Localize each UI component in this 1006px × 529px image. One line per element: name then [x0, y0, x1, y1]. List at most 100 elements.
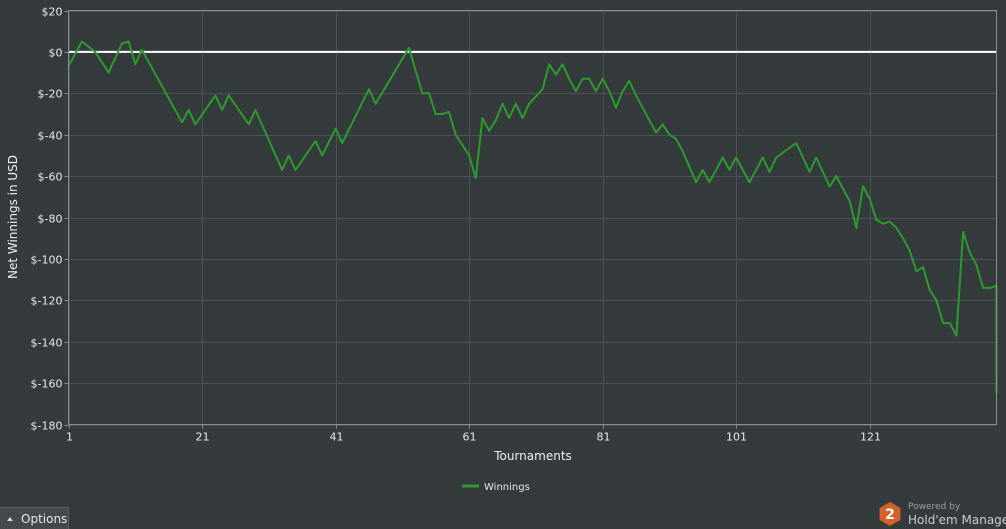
data-point — [281, 169, 283, 171]
series-line-winnings — [67, 40, 998, 394]
data-point — [314, 140, 317, 142]
powered-by-text: Powered by — [908, 501, 961, 512]
data-point — [288, 154, 290, 157]
chart-grid — [68, 10, 997, 426]
series-layer — [67, 40, 998, 395]
data-point — [488, 129, 490, 132]
x-axis-title: Tournaments — [493, 449, 572, 463]
data-point — [548, 63, 550, 66]
legend-label-winnings: Winnings — [484, 482, 530, 493]
plot-area-border — [68, 10, 997, 425]
data-point — [762, 156, 764, 159]
data-point — [681, 150, 684, 153]
data-point — [481, 117, 484, 119]
data-point — [955, 334, 958, 337]
data-point — [254, 109, 257, 111]
data-point — [194, 123, 197, 126]
data-point — [248, 123, 250, 126]
data-point — [835, 175, 838, 177]
x-tick-label: 81 — [597, 431, 611, 444]
data-point — [701, 169, 704, 171]
data-point — [635, 94, 637, 97]
y-tick-label: $-120 — [31, 295, 63, 308]
holdem-manager-logo-icon: 2 — [878, 502, 902, 526]
data-point — [521, 117, 524, 119]
data-point — [748, 181, 751, 184]
data-point — [501, 102, 504, 105]
data-point — [555, 73, 557, 76]
data-point — [661, 123, 664, 126]
x-tick-label: 41 — [330, 431, 344, 444]
data-point — [855, 227, 858, 229]
data-point — [915, 270, 918, 273]
data-point — [94, 51, 96, 53]
data-point — [735, 156, 737, 159]
data-point — [187, 109, 190, 111]
y-tick-label: $-60 — [38, 171, 63, 184]
data-point — [374, 102, 377, 105]
data-point — [528, 102, 530, 105]
data-point — [895, 227, 898, 229]
data-point — [928, 289, 931, 291]
data-point — [508, 117, 510, 119]
chevron-up-icon — [7, 516, 13, 521]
data-point — [982, 287, 984, 289]
x-tick-label: 1 — [66, 431, 73, 444]
data-point — [815, 156, 817, 159]
x-axis-ticks: 1 21 41 61 81 101 121 — [66, 424, 881, 444]
options-label: Options — [21, 511, 68, 526]
data-point — [828, 185, 831, 188]
data-point — [942, 322, 944, 324]
y-tick-label: $20 — [42, 6, 63, 19]
legend: Winnings — [462, 482, 530, 493]
data-point — [441, 113, 444, 115]
y-tick-label: $-140 — [31, 337, 63, 350]
data-point — [875, 218, 878, 221]
data-point — [107, 71, 110, 74]
data-point — [708, 181, 711, 184]
data-point — [808, 171, 811, 173]
brand-name-text: Hold'em Manager — [908, 512, 1006, 527]
data-point — [294, 169, 297, 171]
data-point — [601, 78, 604, 80]
data-point — [668, 133, 671, 136]
data-point — [181, 121, 183, 124]
data-point — [848, 200, 851, 202]
data-point — [888, 220, 891, 223]
data-point — [561, 63, 564, 66]
y-tick-label: $-20 — [38, 88, 63, 101]
y-tick-label: $-80 — [38, 213, 63, 226]
y-axis-ticks: $20 $0 $-20 $-40 $-60 $-80 $-100 $-120 $-140 $-16… — [31, 6, 69, 433]
data-point — [454, 133, 457, 136]
data-point — [101, 61, 103, 64]
data-point — [334, 127, 337, 130]
data-point — [475, 177, 477, 179]
data-point — [421, 92, 424, 95]
data-point — [121, 42, 123, 45]
data-point — [608, 90, 611, 92]
y-tick-label: $-40 — [38, 130, 63, 143]
winnings-chart: $20 $0 $-20 $-40 $-60 $-80 $-100 $-120 $-140 $-16… — [6, 6, 998, 493]
data-point — [468, 154, 470, 157]
data-point — [221, 109, 223, 111]
data-point — [615, 107, 617, 109]
data-point — [975, 264, 978, 266]
data-point — [341, 142, 344, 144]
holdem-manager-branding: 2 Powered by Hold'em Manager — [878, 499, 1006, 529]
data-point — [141, 49, 143, 51]
data-point — [588, 78, 590, 80]
x-tick-label: 121 — [860, 431, 881, 444]
data-point — [568, 78, 570, 80]
x-tick-label: 61 — [463, 431, 477, 444]
data-point — [935, 299, 938, 302]
data-point — [127, 40, 130, 43]
data-point — [655, 131, 657, 134]
data-point — [368, 88, 370, 90]
options-button[interactable]: Options — [0, 507, 69, 529]
data-point — [868, 198, 871, 200]
data-point — [768, 171, 771, 173]
x-tick-label: 21 — [196, 431, 210, 444]
data-point — [795, 142, 797, 144]
data-point — [775, 156, 777, 159]
data-point — [434, 113, 437, 115]
